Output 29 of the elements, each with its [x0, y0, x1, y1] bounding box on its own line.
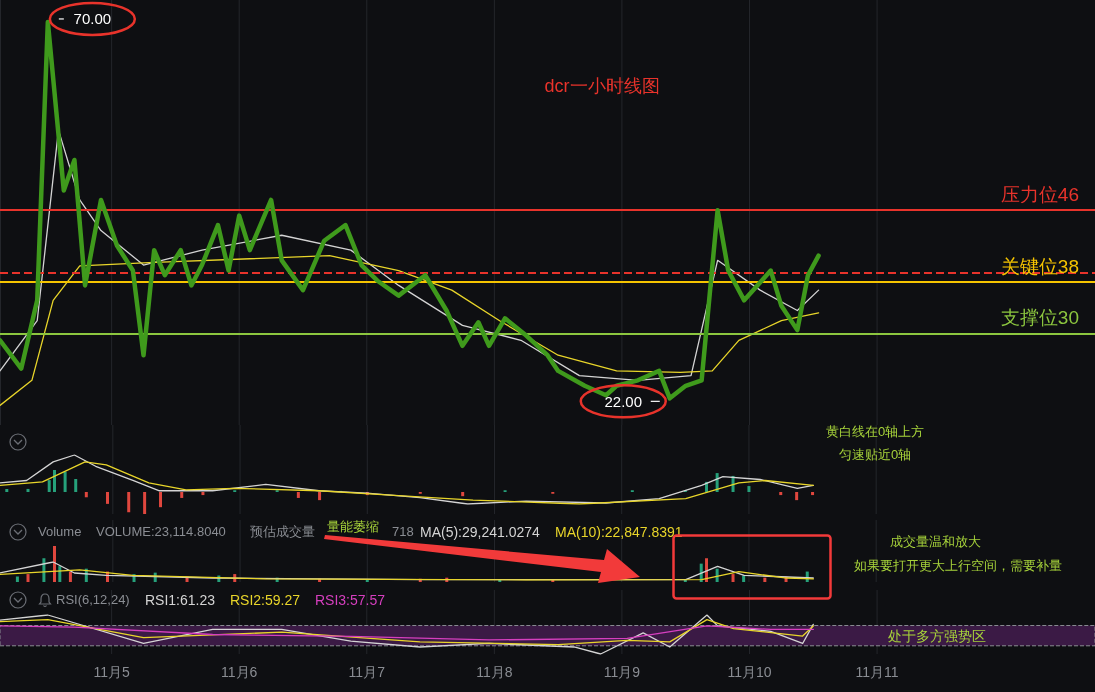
x-tick-label: 11月10: [727, 664, 772, 680]
series-label: RSI2:59.27: [230, 592, 301, 608]
text: VOLUME:23,114.8040: [96, 524, 226, 540]
annotation: 成交量温和放大: [889, 534, 981, 550]
x-tick-label: 11月5: [93, 664, 130, 680]
x-tick-label: 11月6: [221, 664, 258, 680]
band-label: 处于多方强势区: [887, 627, 986, 644]
text: MA(5):29,241.0274: [420, 524, 540, 540]
text: Volume: [38, 524, 82, 540]
text: 预估成交量: [250, 524, 315, 540]
annotation: 匀速贴近0轴: [838, 447, 912, 463]
annotation: 70.00: [73, 10, 112, 28]
annotation: 黄白线在0轴上方: [825, 424, 925, 440]
ref-line-label: 支撑位30: [1000, 307, 1079, 329]
text: 718: [392, 524, 414, 540]
text: RSI(6,12,24): [56, 592, 130, 608]
x-tick-label: 11月9: [603, 664, 641, 680]
x-tick-label: 11月8: [476, 664, 513, 680]
series-label: RSI3:57.57: [315, 592, 386, 608]
text: 量能萎缩: [327, 519, 379, 535]
x-tick-label: 11月11: [855, 664, 899, 680]
text: dcr一小时线图: [544, 76, 660, 96]
text: MA(10):22,847.8391: [555, 524, 683, 540]
annotation: 22.00: [604, 392, 643, 410]
x-tick-label: 11月7: [348, 664, 386, 680]
ref-line-label: 关键位38: [1000, 255, 1079, 277]
series-label: RSI1:61.23: [145, 592, 216, 608]
annotation: 如果要打开更大上行空间，需要补量: [854, 558, 1062, 574]
ref-line-label: 压力位46: [1000, 184, 1079, 206]
